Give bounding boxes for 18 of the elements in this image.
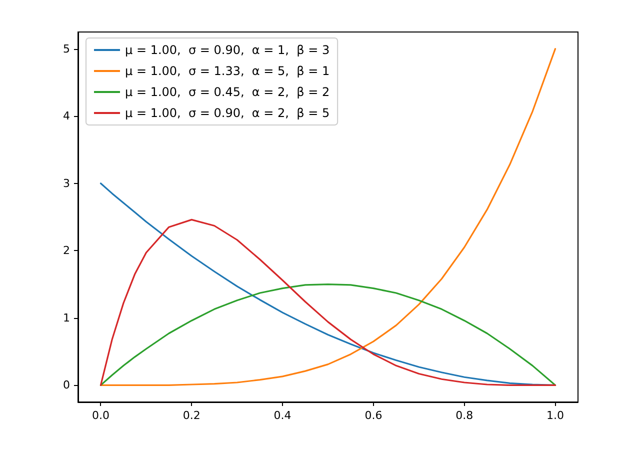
y-tick-label: 3 xyxy=(63,176,70,190)
x-tick-label: 0.4 xyxy=(274,409,292,422)
y-tick-label: 0 xyxy=(63,378,70,392)
y-tick-label: 1 xyxy=(63,311,70,324)
x-tick-label: 0.8 xyxy=(456,409,474,422)
x-tick-label: 0.6 xyxy=(364,409,382,422)
x-tick-label: 0.2 xyxy=(182,409,200,422)
legend-label: μ = 1.00, σ = 1.33, α = 5, β = 1 xyxy=(125,64,330,78)
line-series xyxy=(100,283,556,386)
legend-label: μ = 1.00, σ = 0.90, α = 1, β = 3 xyxy=(125,43,330,57)
line-series xyxy=(100,218,556,386)
y-tick-label: 4 xyxy=(63,110,70,123)
y-tick-label: 2 xyxy=(63,244,70,258)
x-tick-label: 0.0 xyxy=(92,409,110,422)
x-tick-label: 1.0 xyxy=(546,409,564,422)
legend-label: μ = 1.00, σ = 0.45, α = 2, β = 2 xyxy=(125,85,330,99)
legend-label: μ = 1.00, σ = 0.90, α = 2, β = 5 xyxy=(125,106,330,120)
y-tick-label: 5 xyxy=(63,42,70,56)
